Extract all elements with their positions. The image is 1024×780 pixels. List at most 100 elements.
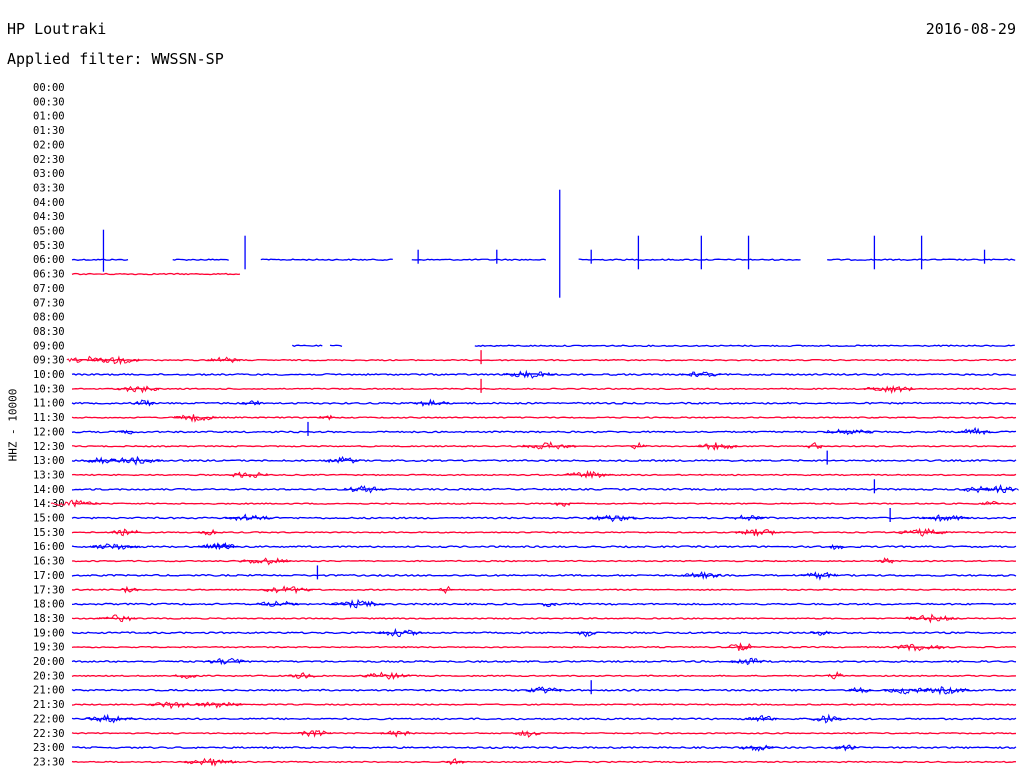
burst-1100-1: [132, 399, 155, 407]
trace-1800-seg0: [71, 602, 1017, 606]
trace-1100-seg0: [71, 401, 1017, 405]
tick-label-1330: 13:30: [33, 469, 65, 481]
trace-0900-seg1: [329, 344, 343, 347]
tick-label-2300: 23:00: [33, 742, 65, 754]
burst-2100-0: [525, 686, 563, 694]
burst-1230-3: [805, 441, 823, 450]
trace-1530-seg0: [71, 531, 1017, 534]
burst-2200-1: [84, 713, 137, 724]
burst-1900-1: [575, 631, 598, 638]
tick-label-1500: 15:00: [33, 513, 65, 525]
burst-1300-0: [323, 455, 361, 464]
burst-2030-2: [288, 672, 316, 679]
burst-1330-1: [563, 469, 614, 480]
burst-2200-0: [809, 713, 843, 724]
tick-label-2000: 20:00: [33, 656, 65, 668]
burst-1000-0: [680, 371, 722, 378]
burst-2000-1: [729, 657, 766, 666]
trace-0630-seg0: [71, 272, 241, 276]
burst-1800-2: [540, 603, 557, 608]
traces: [50, 258, 1019, 767]
trace-0900-seg0: [291, 344, 323, 348]
burst-1630-1: [878, 557, 895, 564]
tick-label-1430: 14:30: [33, 498, 65, 510]
burst-1500-3: [732, 514, 766, 522]
tick-label-1000: 10:00: [33, 369, 65, 381]
burst-1130-1: [318, 414, 334, 421]
trace-2300-seg0: [71, 746, 1017, 750]
burst-2100-3: [848, 686, 872, 694]
tick-label-1800: 18:00: [33, 599, 65, 611]
tick-label-0600: 06:00: [33, 254, 65, 266]
tick-label-2200: 22:00: [33, 713, 65, 725]
burst-1530-2: [734, 528, 782, 537]
tick-label-1630: 16:30: [33, 556, 65, 568]
burst-1400-0: [343, 485, 388, 494]
trace-1700-seg0: [71, 573, 1017, 577]
burst-1800-1: [330, 598, 384, 609]
burst-1230-2: [629, 441, 648, 450]
burst-1230-1: [696, 442, 737, 451]
burst-1100-2: [241, 400, 262, 406]
burst-2000-0: [207, 657, 246, 666]
burst-0930-2: [207, 356, 241, 364]
trace-0930-seg0: [71, 358, 1017, 362]
trace-2030-seg0: [71, 674, 1017, 678]
burst-2130-1: [195, 701, 243, 709]
burst-2030-1: [827, 671, 844, 680]
tick-label-0000: 00:00: [33, 82, 65, 94]
burst-2100-1: [884, 687, 930, 695]
tick-label-1300: 13:00: [33, 455, 65, 467]
burst-1400-2: [982, 483, 1019, 494]
burst-1600-2: [829, 543, 845, 551]
trace-1300-seg0: [71, 459, 1017, 463]
tick-label-1030: 10:30: [33, 383, 65, 395]
trace-2000-seg0: [71, 660, 1017, 663]
burst-1930-2: [892, 643, 946, 652]
tick-label-1130: 11:30: [33, 412, 65, 424]
tick-label-0830: 08:30: [33, 326, 65, 338]
burst-1930-0: [737, 643, 756, 651]
tick-label-0430: 04:30: [33, 211, 65, 223]
trace-0600-seg3: [411, 258, 547, 261]
burst-1800-0: [256, 600, 299, 607]
tick-label-0900: 09:00: [33, 340, 65, 352]
tick-label-0230: 02:30: [33, 154, 65, 166]
burst-1830-1: [904, 613, 958, 624]
burst-1730-2: [259, 585, 313, 595]
burst-2230-1: [379, 730, 411, 738]
tick-label-1700: 17:00: [33, 570, 65, 582]
trace-1630-seg0: [71, 559, 1017, 563]
burst-1700-0: [680, 571, 722, 581]
date-label: 2016-08-29: [925, 20, 1016, 38]
tick-label-0030: 00:30: [33, 96, 65, 108]
trace-2200-seg0: [71, 717, 1017, 721]
tick-label-0400: 04:00: [33, 197, 65, 209]
burst-2300-0: [834, 744, 856, 752]
burst-1700-1: [800, 571, 839, 581]
tick-label-2030: 20:30: [33, 670, 65, 682]
trace-0900-seg2: [474, 344, 1015, 348]
trace-0600-seg1: [172, 258, 229, 261]
trace-1830-seg0: [71, 617, 1017, 620]
burst-1530-0: [110, 528, 142, 537]
tick-label-0330: 03:30: [33, 182, 65, 194]
trace-2230-seg0: [71, 732, 1017, 735]
burst-1000-1: [503, 369, 555, 379]
burst-1830-0: [96, 614, 138, 623]
trace-1930-seg0: [71, 645, 1017, 649]
trace-1330-seg0: [71, 473, 1017, 477]
burst-2130-0: [146, 701, 200, 710]
burst-1530-3: [198, 528, 218, 536]
trace-0600-seg0: [71, 258, 129, 261]
burst-1600-1: [207, 542, 238, 550]
trace-1230-seg0: [71, 445, 1017, 448]
burst-2200-2: [745, 714, 778, 722]
burst-1630-0: [238, 557, 292, 566]
burst-2230-0: [515, 729, 541, 738]
tick-label-1900: 19:00: [33, 627, 65, 639]
tick-label-2130: 21:30: [33, 699, 65, 711]
burst-1200-1: [118, 429, 135, 435]
tick-label-2330: 23:30: [33, 756, 65, 768]
